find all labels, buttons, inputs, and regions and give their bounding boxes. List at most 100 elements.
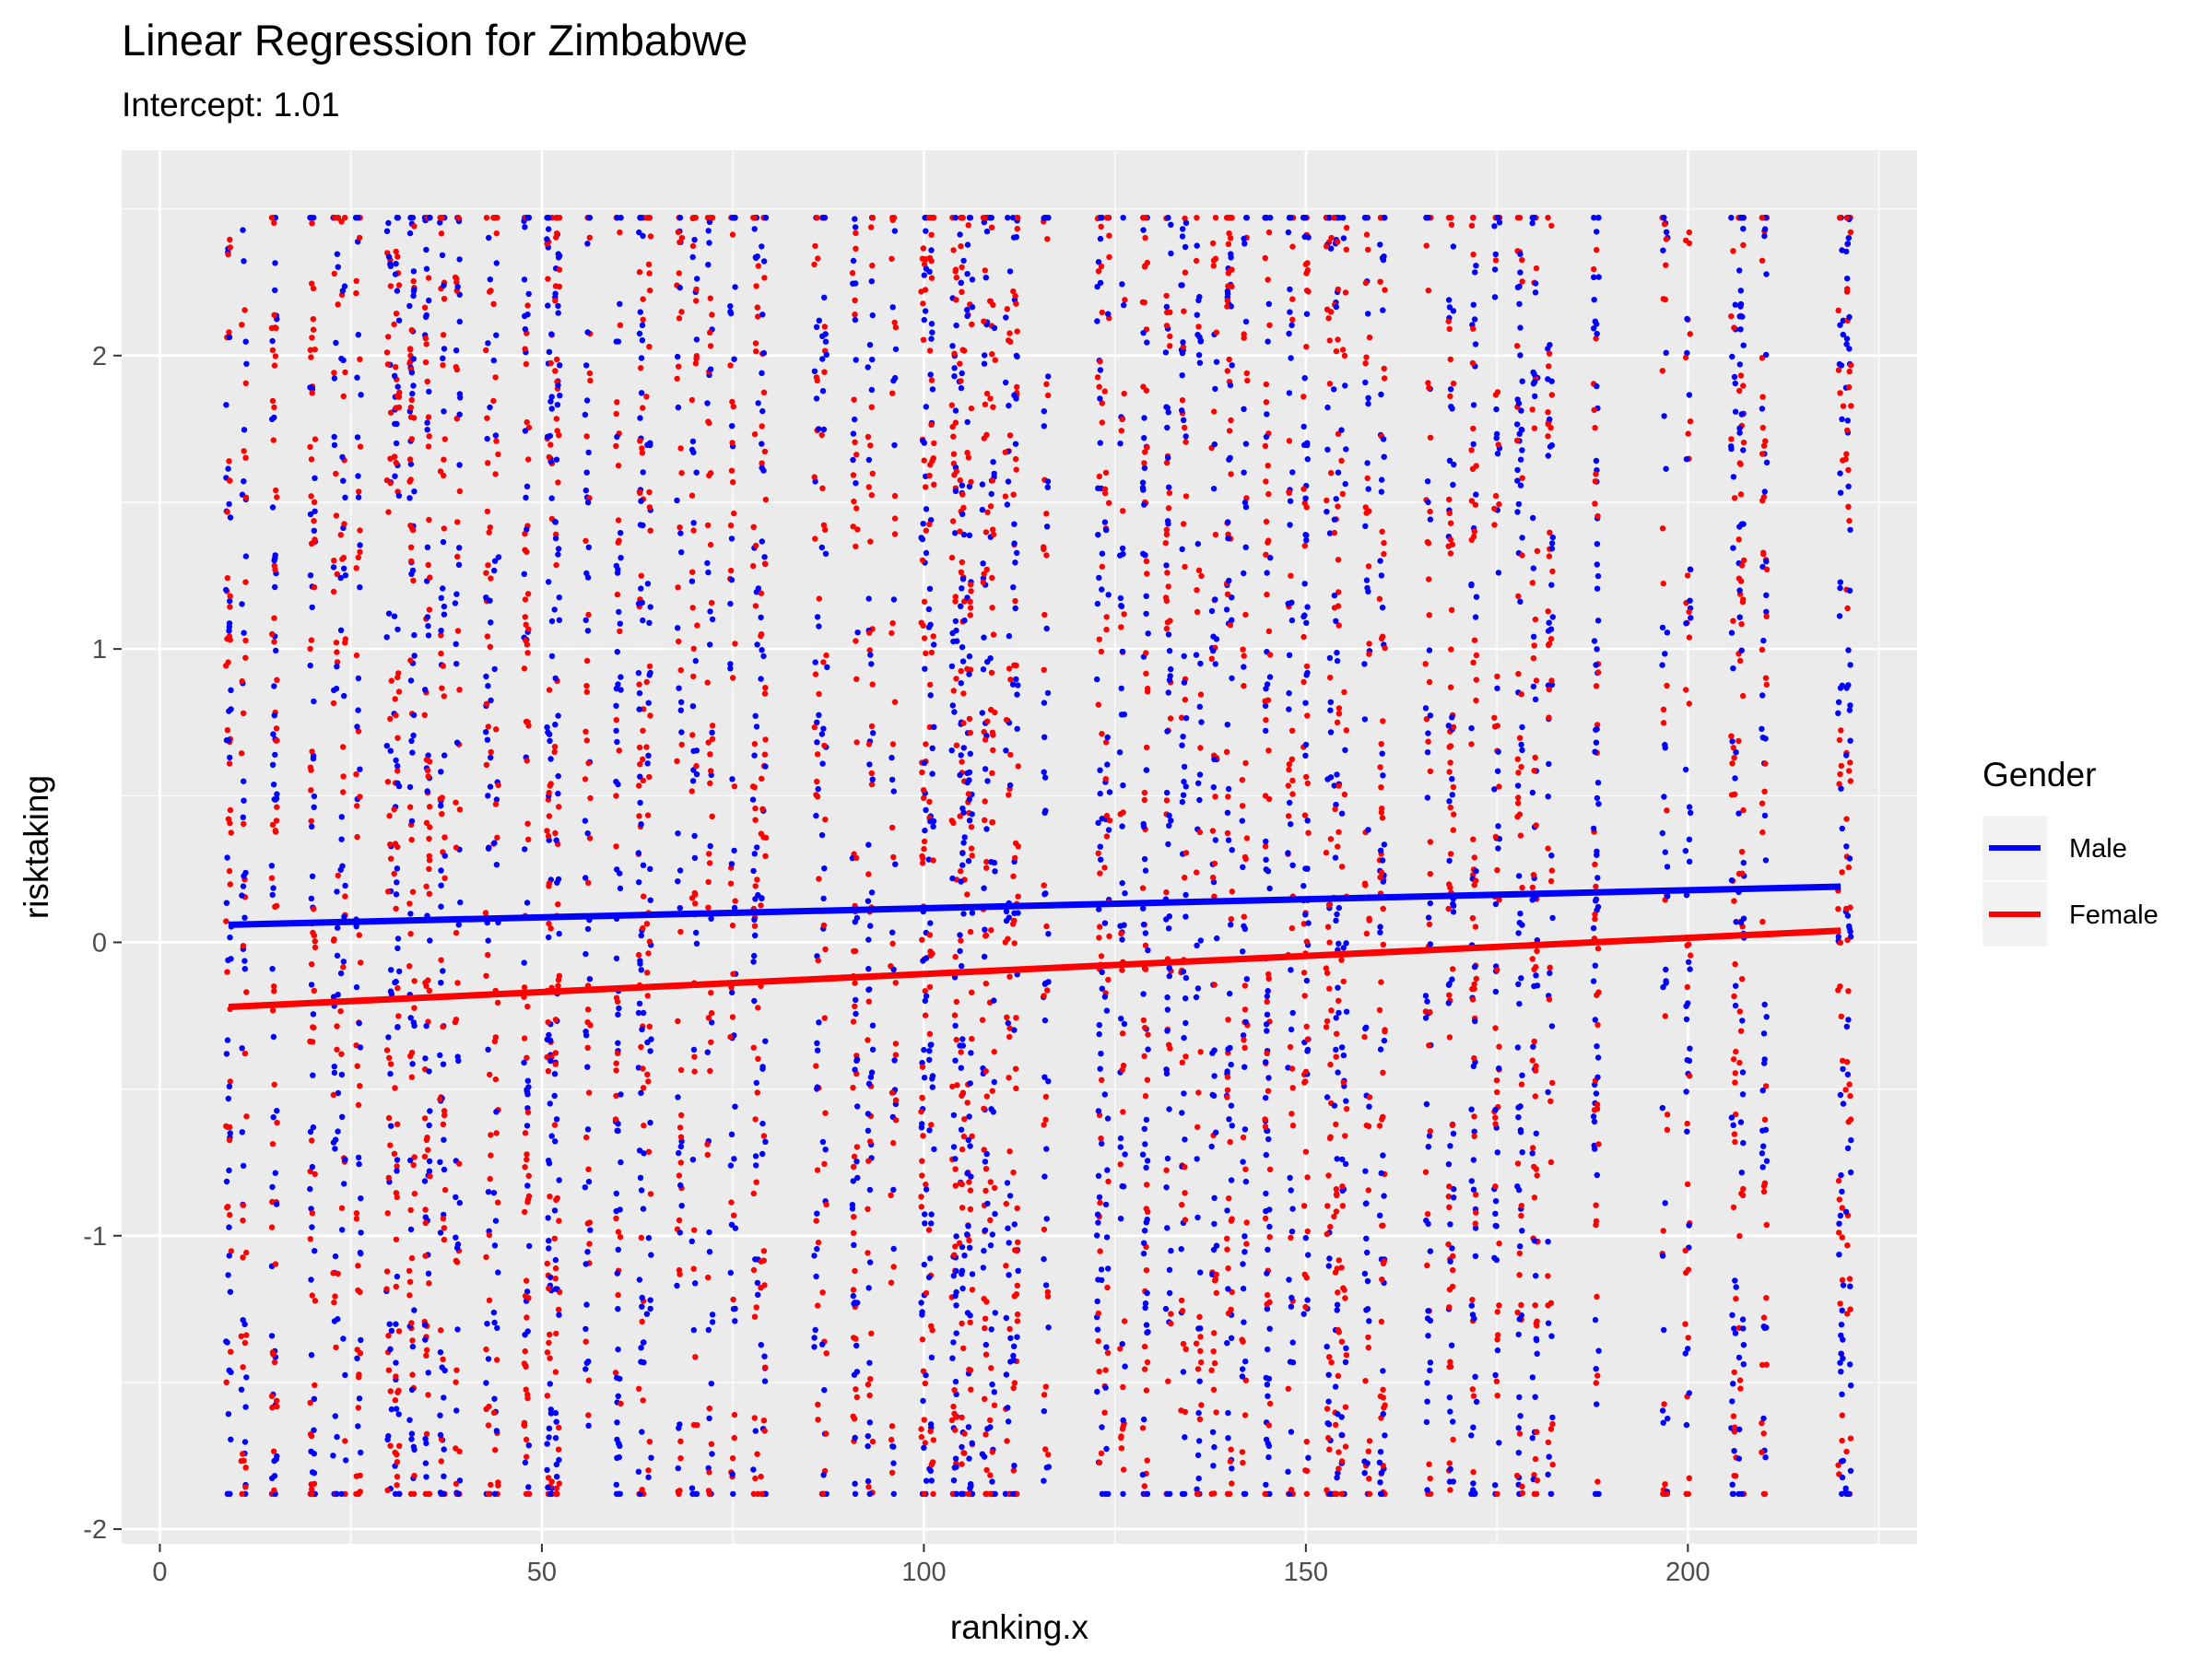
point-male xyxy=(1364,1249,1371,1256)
point-female xyxy=(919,1095,925,1101)
point-male xyxy=(1041,1017,1049,1024)
point-female xyxy=(691,1053,698,1060)
point-male xyxy=(969,1490,976,1498)
point-male xyxy=(1193,994,1200,1001)
point-female xyxy=(1338,1490,1346,1498)
point-female xyxy=(309,1039,316,1045)
point-female xyxy=(983,431,990,438)
point-male xyxy=(410,1443,418,1451)
point-male xyxy=(1225,837,1232,843)
point-male xyxy=(690,1046,698,1053)
point-male xyxy=(865,841,872,848)
point-male xyxy=(1197,1269,1204,1276)
point-female xyxy=(1338,1458,1346,1465)
point-female xyxy=(851,396,857,403)
point-female xyxy=(309,390,315,396)
point-female xyxy=(582,1338,589,1345)
point-female xyxy=(1225,283,1231,289)
point-male xyxy=(1165,521,1171,527)
point-male xyxy=(988,1326,994,1333)
point-female xyxy=(1263,551,1269,558)
point-male xyxy=(755,1291,761,1299)
point-female xyxy=(967,729,974,736)
point-female xyxy=(823,1201,830,1208)
point-female xyxy=(555,479,561,486)
point-female xyxy=(1097,924,1103,930)
point-male xyxy=(866,986,873,993)
point-female xyxy=(1365,246,1371,253)
point-male xyxy=(983,228,991,235)
point-female xyxy=(1378,869,1385,876)
point-male xyxy=(493,332,500,338)
point-male xyxy=(866,1259,874,1265)
point-female xyxy=(582,776,589,782)
point-female xyxy=(989,818,996,826)
point-male xyxy=(1240,864,1246,870)
point-male xyxy=(421,1178,429,1184)
point-male xyxy=(853,357,859,363)
point-female xyxy=(1288,1487,1295,1493)
point-male xyxy=(1377,1449,1384,1455)
point-female xyxy=(677,1124,684,1131)
point-male xyxy=(546,348,553,355)
point-female xyxy=(1139,1425,1147,1431)
point-male xyxy=(1225,785,1232,793)
point-female xyxy=(920,1133,926,1139)
point-female xyxy=(677,1455,684,1462)
point-male xyxy=(818,831,826,839)
point-female xyxy=(407,931,414,937)
point-male xyxy=(821,865,828,872)
point-female xyxy=(1243,495,1250,501)
point-male xyxy=(386,1321,393,1327)
point-female xyxy=(1425,288,1432,294)
point-female xyxy=(309,1292,315,1299)
point-male xyxy=(1427,1359,1434,1366)
point-male xyxy=(1333,1046,1339,1053)
point-female xyxy=(486,1231,493,1239)
point-male xyxy=(1426,647,1433,653)
point-male xyxy=(441,1367,448,1374)
point-male xyxy=(1095,1219,1101,1226)
point-male xyxy=(1381,1193,1387,1199)
point-female xyxy=(678,470,685,477)
point-male xyxy=(410,382,417,389)
point-male xyxy=(441,282,447,288)
point-male xyxy=(1241,1126,1249,1133)
point-male xyxy=(1227,990,1233,997)
point-female xyxy=(544,1349,551,1356)
point-female xyxy=(1285,782,1292,789)
point-male xyxy=(223,402,229,408)
point-male xyxy=(853,1369,861,1375)
point-male xyxy=(618,555,624,561)
point-male xyxy=(1425,1308,1431,1314)
point-male xyxy=(1263,1095,1269,1101)
point-male xyxy=(1163,562,1170,569)
point-female xyxy=(1098,648,1105,655)
point-male xyxy=(638,215,644,221)
point-male xyxy=(889,929,896,935)
point-female xyxy=(393,311,400,317)
point-male xyxy=(615,1040,621,1046)
point-female xyxy=(983,390,991,397)
point-male xyxy=(920,1397,926,1405)
point-male xyxy=(455,922,462,928)
point-male xyxy=(385,219,392,227)
point-female xyxy=(269,397,276,405)
point-male xyxy=(1265,988,1271,994)
point-female xyxy=(1379,633,1386,640)
point-female xyxy=(454,628,462,634)
point-male xyxy=(269,1183,276,1191)
point-male xyxy=(272,287,278,294)
point-male xyxy=(339,1113,346,1121)
point-male xyxy=(394,288,401,294)
point-male xyxy=(1361,661,1368,667)
point-male xyxy=(811,1344,818,1350)
point-male xyxy=(1242,441,1250,447)
point-male xyxy=(1165,454,1171,461)
point-female xyxy=(1224,303,1230,310)
point-female xyxy=(483,347,489,354)
point-male xyxy=(890,1460,897,1466)
point-male xyxy=(1116,749,1124,756)
point-female xyxy=(225,659,231,665)
point-female xyxy=(689,605,696,611)
